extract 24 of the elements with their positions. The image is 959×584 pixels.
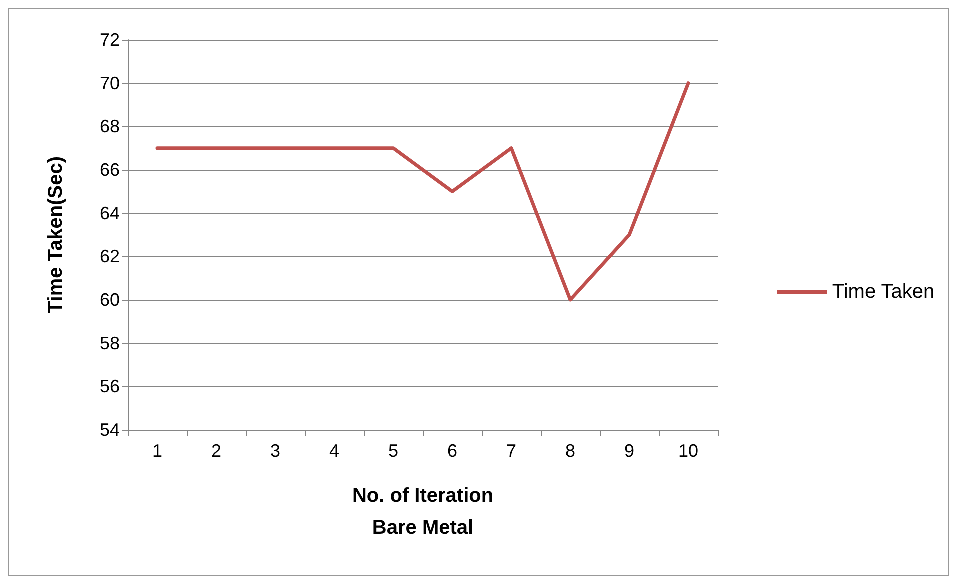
y-tick-label: 58 [100,333,120,354]
x-tick-label: 2 [211,441,222,461]
y-axis-title: Time Taken(Sec) [45,156,67,314]
y-tick-label: 54 [100,420,120,440]
y-tick-label: 70 [100,73,120,94]
x-tick-label: 8 [565,441,576,461]
legend-label: Time Taken [832,281,935,303]
x-tick-label: 9 [624,441,635,461]
y-tick-label: 60 [100,290,120,310]
y-tick-label: 68 [100,116,120,137]
x-tick-label: 4 [329,441,340,461]
y-tick-label: 62 [100,246,120,267]
x-tick-label: 3 [270,441,281,461]
y-tick-label: 64 [100,203,120,224]
y-tick-label: 72 [100,30,120,50]
x-tick-label: 6 [447,441,458,461]
line-series [156,82,690,302]
x-tick-label: 5 [388,441,399,461]
y-tick-label: 66 [100,160,120,180]
y-tick-label: 56 [100,376,120,397]
x-tick-label: 1 [152,441,163,461]
x-axis-title: No. of Iteration Bare Metal [352,485,494,539]
x-tick-label: 10 [678,441,699,461]
x-tick-label: 7 [506,441,517,461]
